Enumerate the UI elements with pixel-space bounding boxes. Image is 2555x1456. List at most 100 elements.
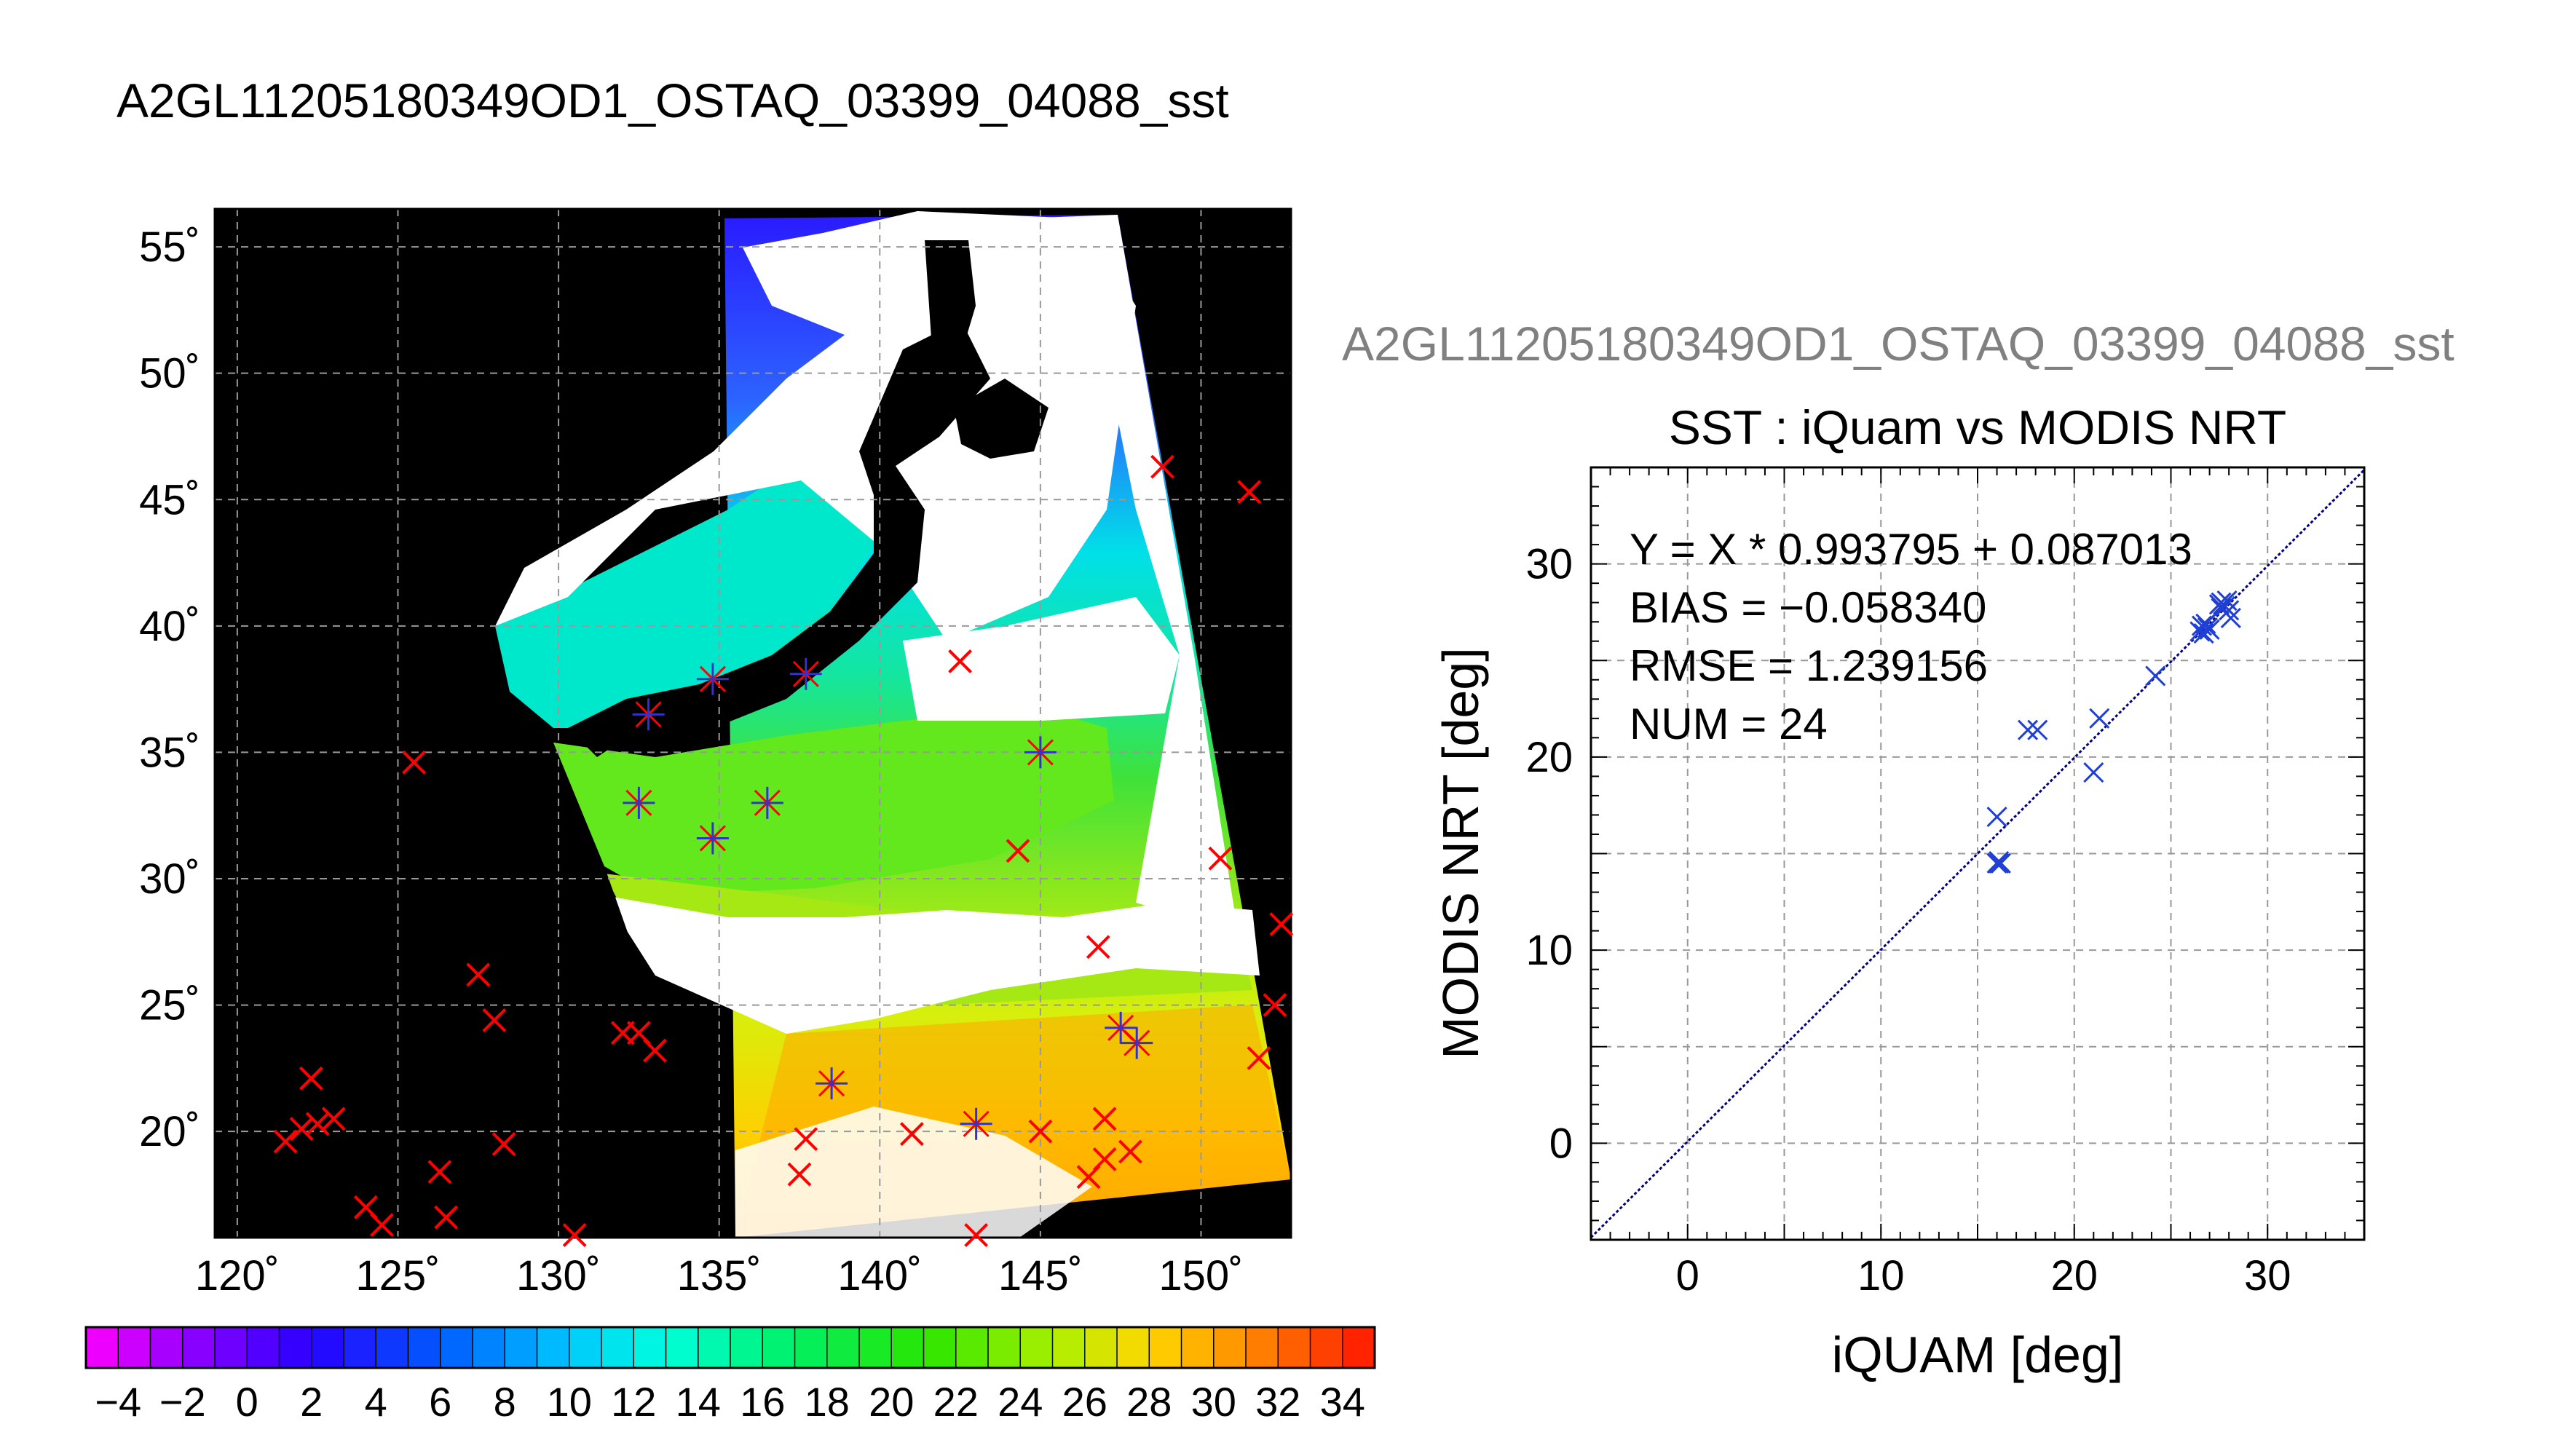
scatter-points bbox=[1986, 590, 2241, 874]
sakhalin-landmass bbox=[925, 240, 976, 379]
scatter-y-tick-label: 10 bbox=[1525, 927, 1573, 974]
map-x-tick-label: 145˚ bbox=[998, 1252, 1083, 1299]
scatter-point bbox=[2089, 708, 2110, 729]
japan-landmass bbox=[568, 320, 990, 757]
matchup-marker bbox=[1237, 480, 1262, 505]
map-y-tick-label: 20˚ bbox=[139, 1108, 200, 1155]
map-y-tick-label: 25˚ bbox=[139, 982, 200, 1029]
colorbar-bin bbox=[440, 1327, 473, 1368]
colorbar-bin bbox=[988, 1327, 1021, 1368]
scatter-annotations: Y = X * 0.993795 + 0.087013 BIAS = −0.058… bbox=[1630, 525, 2192, 748]
colorbar-tick-label: 8 bbox=[494, 1379, 516, 1425]
colorbar-bin bbox=[279, 1327, 312, 1368]
scatter-annotation: NUM = 24 bbox=[1630, 700, 1828, 748]
map-y-tick-label: 45˚ bbox=[139, 476, 200, 523]
scatter-minor-ticks bbox=[1590, 467, 2365, 1241]
sst-map: 120˚ 125˚ 130˚ 135˚ 140˚ 145˚ 150˚ 55˚ 50˚ 45˚ 40… bbox=[139, 207, 1294, 1299]
matchup-marker bbox=[1086, 935, 1110, 960]
colorbar-bin bbox=[408, 1327, 441, 1368]
scatter-point bbox=[2213, 594, 2234, 615]
matchup-marker bbox=[427, 1160, 452, 1184]
colorbar-bin bbox=[730, 1327, 763, 1368]
outside-swath bbox=[215, 209, 735, 1238]
colorbar-bin bbox=[1342, 1327, 1375, 1368]
colorbar-bin bbox=[1149, 1327, 1182, 1368]
colorbar-bin bbox=[794, 1327, 828, 1368]
colorbar-tick-label: 30 bbox=[1191, 1379, 1236, 1425]
matchup-marker bbox=[305, 1112, 330, 1136]
colorbar-bin bbox=[376, 1327, 409, 1368]
matchup-marker-in-swath bbox=[1121, 1026, 1153, 1059]
colorbar-bin bbox=[1117, 1327, 1150, 1368]
matchup-marker-in-swath bbox=[623, 786, 655, 819]
colorbar-bin bbox=[955, 1327, 989, 1368]
map-y-ticks: 55˚ 50˚ 45˚ 40˚ 35˚ 30˚ 25˚ 20˚ bbox=[139, 223, 200, 1155]
map-grid bbox=[215, 209, 1291, 1238]
colorbar-bin bbox=[601, 1327, 634, 1368]
scatter-x-tick-label: 0 bbox=[1676, 1252, 1699, 1299]
map-x-ticks: 120˚ 125˚ 130˚ 135˚ 140˚ 145˚ 150˚ bbox=[195, 1252, 1244, 1299]
colorbar-bin bbox=[698, 1327, 731, 1368]
sst-field bbox=[215, 209, 1291, 1238]
colorbar-tick-label: −4 bbox=[95, 1379, 141, 1425]
matchup-marker bbox=[1247, 1046, 1271, 1070]
matchup-marker bbox=[1006, 839, 1030, 863]
scatter-point bbox=[1989, 852, 2010, 874]
scatter-x-tick-label: 20 bbox=[2050, 1252, 2098, 1299]
scatter-point bbox=[2017, 719, 2039, 740]
colorbar-bin bbox=[182, 1327, 216, 1368]
map-frame bbox=[213, 207, 1292, 1239]
matchup-marker bbox=[1092, 1147, 1117, 1171]
scatter-annotation: BIAS = −0.058340 bbox=[1630, 583, 1986, 632]
colorbar-bin bbox=[1278, 1327, 1311, 1368]
colorbar-bin bbox=[1020, 1327, 1054, 1368]
colorbar-bin bbox=[859, 1327, 892, 1368]
matchup-marker bbox=[321, 1107, 346, 1131]
map-y-tick-label: 50˚ bbox=[139, 350, 200, 397]
matchup-marker bbox=[370, 1213, 394, 1238]
colorbar-bin bbox=[569, 1327, 602, 1368]
scatter-x-ticks: 0 10 20 30 bbox=[1676, 1252, 2291, 1299]
colorbar-bin bbox=[1213, 1327, 1247, 1368]
map-x-tick-label: 150˚ bbox=[1158, 1252, 1243, 1299]
colorbar-tick-label: 6 bbox=[429, 1379, 451, 1425]
colorbar-tick-label: 22 bbox=[933, 1379, 979, 1425]
matchup-marker bbox=[643, 1038, 667, 1063]
colorbar-tick-label: 4 bbox=[365, 1379, 387, 1425]
colorbar-bin bbox=[247, 1327, 280, 1368]
swath-east-cloud bbox=[1019, 215, 1238, 932]
scatter-subtitle: A2GL11205180349OD1_OSTAQ_03399_04088_sst bbox=[1342, 317, 2455, 371]
colorbar-bin bbox=[344, 1327, 376, 1368]
scatter-x-label: iQUAM [deg] bbox=[1832, 1326, 2124, 1383]
colorbar-bin bbox=[86, 1327, 119, 1368]
colorbar-tick-label: 34 bbox=[1320, 1379, 1365, 1425]
matchup-marker-in-swath bbox=[632, 698, 665, 731]
matchup-marker bbox=[1118, 1139, 1142, 1164]
scatter-point bbox=[2083, 762, 2104, 783]
colorbar-bin bbox=[1084, 1327, 1118, 1368]
matchup-marker bbox=[1269, 912, 1294, 936]
matchup-marker bbox=[273, 1129, 298, 1154]
matchup-marker-in-swath bbox=[960, 1107, 992, 1140]
matchup-marker bbox=[899, 1122, 924, 1147]
scatter-annotation: Y = X * 0.993795 + 0.087013 bbox=[1630, 525, 2192, 574]
map-y-tick-label: 55˚ bbox=[139, 223, 200, 271]
map-y-tick-label: 35˚ bbox=[139, 729, 200, 776]
scatter-annotation: RMSE = 1.239156 bbox=[1630, 641, 1988, 690]
colorbar-bin bbox=[1052, 1327, 1086, 1368]
colorbar-tick-label: 10 bbox=[547, 1379, 592, 1425]
matchup-marker-in-swath bbox=[696, 662, 729, 695]
scatter-point bbox=[1990, 852, 2011, 874]
page-title: A2GL11205180349OD1_OSTAQ_03399_04088_sst bbox=[117, 74, 1229, 127]
colorbar-tick-label: 18 bbox=[805, 1379, 850, 1425]
colorbar-bin bbox=[633, 1327, 667, 1368]
colorbar-tick-label: 16 bbox=[740, 1379, 785, 1425]
matchup-marker bbox=[402, 750, 426, 775]
colorbar-bin bbox=[1181, 1327, 1215, 1368]
map-y-tick-label: 30˚ bbox=[139, 855, 200, 903]
scatter-title: SST : iQuam vs MODIS NRT bbox=[1669, 400, 2286, 454]
scatter-point bbox=[2145, 665, 2166, 687]
cloud-mask-north bbox=[495, 211, 1136, 641]
colorbar-bin bbox=[473, 1327, 505, 1368]
